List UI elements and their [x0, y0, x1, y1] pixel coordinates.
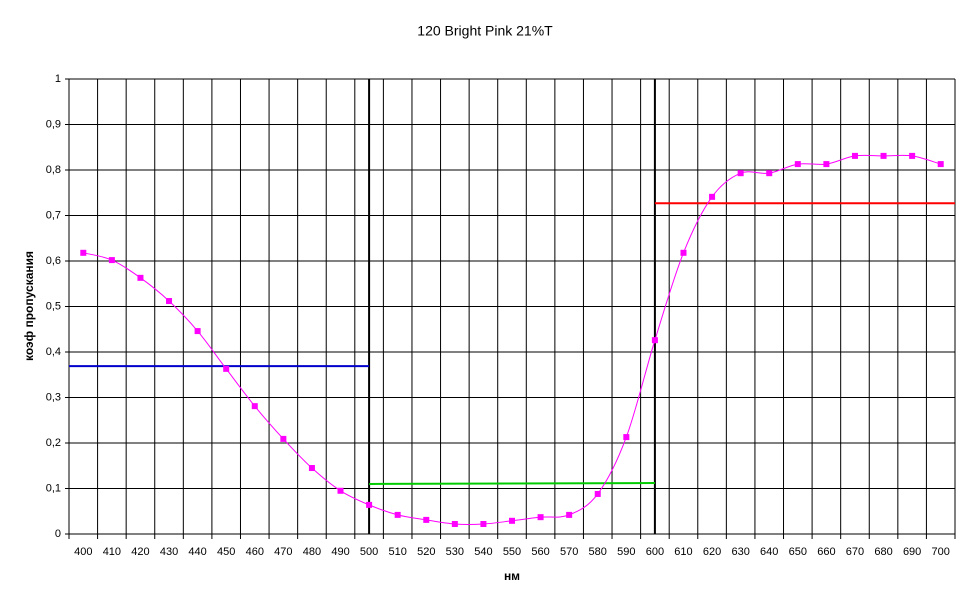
x-tick-label: 530	[446, 546, 464, 558]
data-point	[251, 403, 258, 410]
y-tick-label: 0,5	[46, 300, 61, 312]
data-point	[223, 365, 230, 372]
data-point	[794, 161, 801, 168]
data-point	[366, 501, 373, 508]
x-tick-label: 570	[560, 546, 578, 558]
x-tick-label: 630	[731, 546, 749, 558]
data-point	[709, 193, 716, 200]
x-tick-label: 400	[74, 546, 92, 558]
x-tick-label: 450	[217, 546, 235, 558]
data-point	[937, 161, 944, 168]
reference-line	[369, 482, 655, 485]
data-point	[909, 152, 916, 159]
data-point	[766, 170, 773, 177]
y-tick-label: 0,9	[46, 118, 61, 130]
data-point	[80, 249, 87, 256]
data-point	[337, 487, 344, 494]
y-tick-label: 0,3	[46, 391, 61, 403]
x-tick-label: 420	[131, 546, 149, 558]
data-point	[480, 520, 487, 527]
data-point	[166, 298, 173, 305]
x-tick-label: 510	[388, 546, 406, 558]
x-tick-label: 580	[589, 546, 607, 558]
data-point	[680, 249, 687, 256]
x-tick-label: 410	[103, 546, 121, 558]
x-axis-label: нм	[504, 569, 520, 583]
x-tick-label: 620	[703, 546, 721, 558]
x-tick-label: 460	[246, 546, 264, 558]
data-point	[594, 490, 601, 497]
data-point	[537, 514, 544, 521]
data-point	[137, 274, 144, 281]
data-point	[880, 152, 887, 159]
x-tick-label: 490	[331, 546, 349, 558]
y-tick-label: 0,7	[46, 209, 61, 221]
data-point	[823, 161, 830, 168]
data-point	[651, 337, 658, 344]
x-tick-label: 560	[531, 546, 549, 558]
y-tick-label: 1	[55, 73, 61, 85]
y-tick-label: 0,4	[46, 346, 61, 358]
y-tick-label: 0,6	[46, 255, 61, 267]
x-tick-label: 470	[274, 546, 292, 558]
x-tick-label: 700	[932, 546, 950, 558]
x-tick-label: 670	[846, 546, 864, 558]
x-tick-label: 650	[789, 546, 807, 558]
x-tick-label: 590	[617, 546, 635, 558]
chart-title: 120 Bright Pink 21%T	[417, 23, 553, 39]
y-tick-label: 0	[55, 528, 61, 540]
data-point	[451, 520, 458, 527]
x-tick-label: 640	[760, 546, 778, 558]
x-tick-label: 680	[874, 546, 892, 558]
data-point	[623, 434, 630, 441]
data-point	[566, 511, 573, 518]
data-point	[194, 328, 201, 335]
x-tick-label: 480	[303, 546, 321, 558]
data-point	[509, 517, 515, 524]
y-tick-label: 0,2	[46, 437, 61, 449]
data-point	[423, 516, 430, 523]
x-tick-label: 550	[503, 546, 521, 558]
x-tick-label: 540	[474, 546, 492, 558]
x-tick-label: 430	[160, 546, 178, 558]
data-point	[394, 511, 401, 518]
y-axis-label: коэф пропускания	[22, 251, 36, 361]
x-tick-label: 660	[817, 546, 835, 558]
x-tick-label: 600	[646, 546, 664, 558]
data-point	[737, 170, 744, 177]
x-tick-label: 500	[360, 546, 378, 558]
y-tick-label: 0,1	[46, 482, 61, 494]
x-tick-label: 520	[417, 546, 435, 558]
data-point	[308, 465, 315, 472]
y-tick-label: 0,8	[46, 164, 61, 176]
data-point	[851, 152, 858, 159]
data-point	[108, 257, 115, 264]
x-tick-label: 690	[903, 546, 921, 558]
data-point	[280, 435, 287, 442]
x-tick-label: 440	[188, 546, 206, 558]
x-tick-label: 610	[674, 546, 692, 558]
